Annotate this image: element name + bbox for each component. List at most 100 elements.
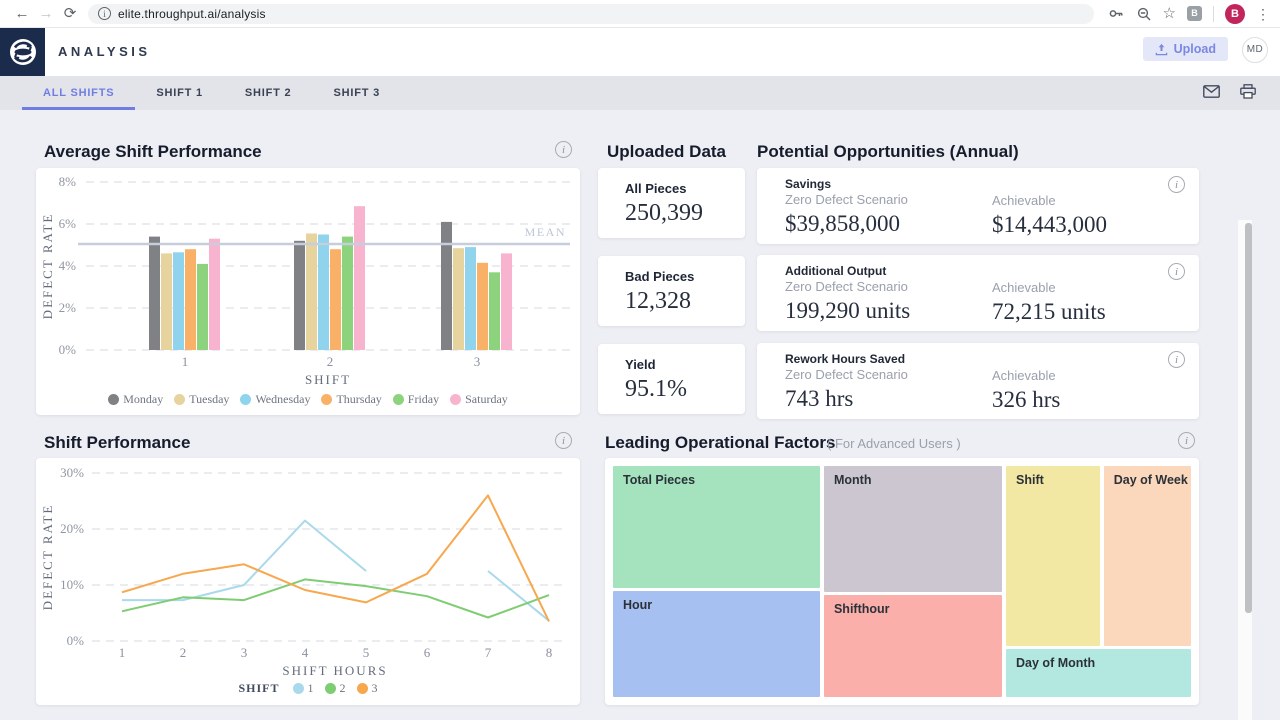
shift-performance-info-icon[interactable]: i	[555, 432, 572, 449]
opportunity-label: Rework Hours Saved	[785, 352, 906, 366]
section-title-leading-operational-factors: Leading Operational Factors	[605, 433, 836, 452]
col-value: 326 hrs	[992, 387, 1061, 412]
additional-output-info-icon[interactable]: i	[1168, 263, 1185, 280]
browser-profile-avatar[interactable]: B	[1225, 3, 1245, 24]
treemap-cell-label: Shifthour	[833, 602, 890, 617]
reload-icon[interactable]: ⟳	[63, 4, 77, 22]
legend-dot	[324, 683, 336, 694]
stat-value: 95.1%	[625, 376, 687, 402]
savings-info-icon[interactable]: i	[1168, 176, 1185, 193]
site-info-icon[interactable]: i	[98, 7, 111, 20]
bookmark-star-icon[interactable]: ☆	[1162, 4, 1176, 22]
shift-performance-chart-card: 0% 10% 20% 30% 1 2 3 4 5 6 7 8 SHIFT HOURS DEFECT RAT…	[36, 458, 580, 705]
browser-toolbar-right: ☆ B B ⋮	[1108, 3, 1270, 24]
svg-text:2: 2	[327, 354, 334, 369]
section-title-shift-performance: Shift Performance	[44, 433, 191, 452]
tab-shift-2[interactable]: SHIFT 2	[244, 87, 292, 99]
treemap-cell-hour[interactable]: Hour	[613, 591, 820, 697]
svg-text:1: 1	[182, 354, 189, 369]
tab-shift-1[interactable]: SHIFT 1	[156, 87, 203, 99]
opportunity-card-additional-output: Additional Output Zero Defect Scenario 1…	[757, 255, 1199, 331]
stat-label: Bad Pieces	[625, 269, 695, 284]
svg-text:2: 2	[180, 645, 187, 660]
email-button[interactable]	[1203, 85, 1220, 101]
upload-button[interactable]: Upload	[1142, 37, 1228, 61]
opportunity-card-savings: Savings Zero Defect Scenario $39,858,000…	[757, 168, 1199, 244]
line-chart-legend: SHIFT 1 2 3	[36, 681, 580, 696]
treemap-cell-month[interactable]: Month	[823, 466, 1002, 592]
treemap-cell-shifthour[interactable]: Shifthour	[823, 595, 1002, 697]
browser-chrome: ← → ⟳ i elite.throughput.ai/analysis ☆ B…	[0, 0, 1280, 28]
svg-text:3: 3	[241, 645, 248, 660]
svg-text:SHIFT: SHIFT	[305, 372, 351, 387]
tab-shift-3[interactable]: SHIFT 3	[333, 87, 381, 99]
opportunity-col-zero-defect: Zero Defect Scenario 199,290 units	[785, 279, 1199, 324]
page-title: ANALYSIS	[58, 44, 151, 59]
avg-shift-chart-card: 0% 2% 4% 6% 8% MEAN 1 2 3 SHIFT DEFECT RATE Monday…	[36, 168, 580, 415]
opportunity-label: Savings	[785, 177, 832, 191]
browser-menu-icon[interactable]: ⋮	[1256, 5, 1270, 22]
legend-dot	[240, 394, 252, 405]
svg-text:DEFECT RATE: DEFECT RATE	[40, 504, 55, 611]
legend-dot	[356, 683, 368, 694]
bar-chart-legend: Monday Tuesday Wednesday Thursday Friday Satu…	[36, 392, 580, 407]
treemap-cell-shift[interactable]: Shift	[1006, 466, 1100, 646]
treemap: Total Pieces Month Shift Day of Week Hour Shi…	[613, 466, 1191, 697]
stat-card-yield: Yield 95.1%	[598, 344, 745, 414]
col-label: Zero Defect Scenario	[785, 367, 908, 382]
legend-dot	[321, 394, 333, 405]
url-bar[interactable]: i elite.throughput.ai/analysis	[88, 3, 1094, 24]
col-label: Zero Defect Scenario	[785, 192, 908, 207]
legend-dot	[450, 394, 462, 405]
stat-card-bad-pieces: Bad Pieces 12,328	[598, 256, 745, 326]
legend-dot	[292, 683, 304, 694]
treemap-cell-day-of-month[interactable]: Day of Month	[1006, 649, 1191, 697]
avg-shift-info-icon[interactable]: i	[555, 141, 572, 158]
legend-item-saturday: Saturday	[450, 392, 508, 407]
scrollbar-thumb[interactable]	[1245, 223, 1252, 613]
svg-text:8%: 8%	[59, 174, 77, 189]
svg-text:7: 7	[485, 645, 492, 660]
legend-title: SHIFT	[238, 681, 280, 695]
forward-icon[interactable]: →	[38, 4, 54, 22]
opportunity-col-zero-defect: Zero Defect Scenario $39,858,000	[785, 192, 1199, 237]
back-icon[interactable]: ←	[14, 4, 30, 22]
extension-icon[interactable]: B	[1187, 6, 1202, 21]
stat-label: Yield	[625, 357, 656, 372]
tab-all-shifts[interactable]: ALL SHIFTS	[22, 76, 136, 110]
factors-subtitle: ( For Advanced Users )	[827, 436, 961, 451]
key-icon[interactable]	[1108, 5, 1125, 22]
treemap-cell-label: Shift	[1016, 473, 1044, 487]
user-avatar[interactable]: MD	[1242, 37, 1268, 63]
col-value: 72,215 units	[992, 299, 1106, 324]
svg-text:DEFECT RATE: DEFECT RATE	[40, 213, 55, 320]
svg-text:8: 8	[546, 645, 553, 660]
print-button[interactable]	[1240, 84, 1256, 102]
stat-value: 12,328	[625, 288, 691, 314]
treemap-cell-label: Month	[833, 473, 872, 487]
opportunity-col-achievable: Achievable 72,215 units	[992, 279, 1106, 325]
svg-text:20%: 20%	[60, 521, 84, 536]
section-title-average-shift-performance: Average Shift Performance	[44, 142, 262, 161]
toolbar-divider	[1213, 5, 1214, 22]
opportunity-col-achievable: Achievable 326 hrs	[992, 367, 1060, 413]
app-logo[interactable]	[0, 28, 45, 76]
rework-hours-info-icon[interactable]: i	[1168, 351, 1185, 368]
svg-text:6%: 6%	[59, 216, 77, 231]
legend-dot	[392, 394, 404, 405]
url-text: elite.throughput.ai/analysis	[118, 6, 266, 21]
zoom-icon[interactable]	[1136, 6, 1152, 22]
svg-text:MEAN: MEAN	[525, 225, 566, 239]
col-label: Zero Defect Scenario	[785, 279, 908, 294]
treemap-cell-day-of-week[interactable]: Day of Week	[1103, 466, 1191, 646]
legend-item-3: 3	[356, 681, 378, 696]
svg-text:0%: 0%	[59, 342, 77, 357]
line-chart: 0% 10% 20% 30% 1 2 3 4 5 6 7 8 SHIFT HOURS DEFECT RAT…	[40, 465, 568, 678]
opportunity-card-rework-hours: Rework Hours Saved Zero Defect Scenario …	[757, 343, 1199, 419]
upload-button-label: Upload	[1173, 42, 1216, 56]
factors-info-icon[interactable]: i	[1178, 432, 1195, 449]
legend-item-monday: Monday	[108, 392, 163, 407]
treemap-cell-total-pieces[interactable]: Total Pieces	[613, 466, 820, 588]
stat-card-all-pieces: All Pieces 250,399	[598, 168, 745, 238]
col-label: Achievable	[992, 368, 1056, 383]
